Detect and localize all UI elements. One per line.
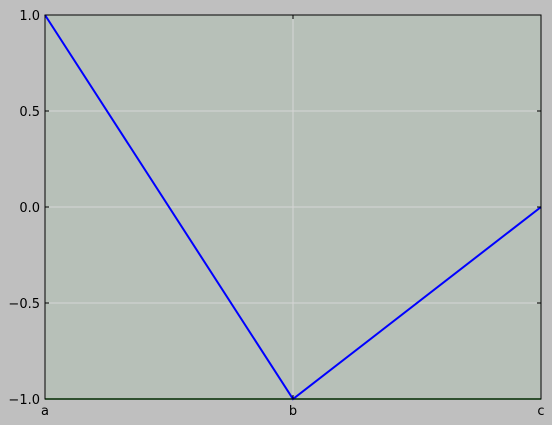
y-tick-label: 1.0 [19,9,40,24]
x-tick-label: b [289,404,297,419]
y-tick-label: 0.5 [19,105,40,120]
ticks-layer: a b c 1.0 0.5 0.0 −0.5 −1.0 [8,9,544,419]
y-tick-label: 0.0 [19,201,40,216]
y-tick-label: −0.5 [8,297,40,312]
x-tick-label: c [537,404,544,419]
x-tick-label: a [41,404,49,419]
y-tick-label: −1.0 [8,393,40,408]
